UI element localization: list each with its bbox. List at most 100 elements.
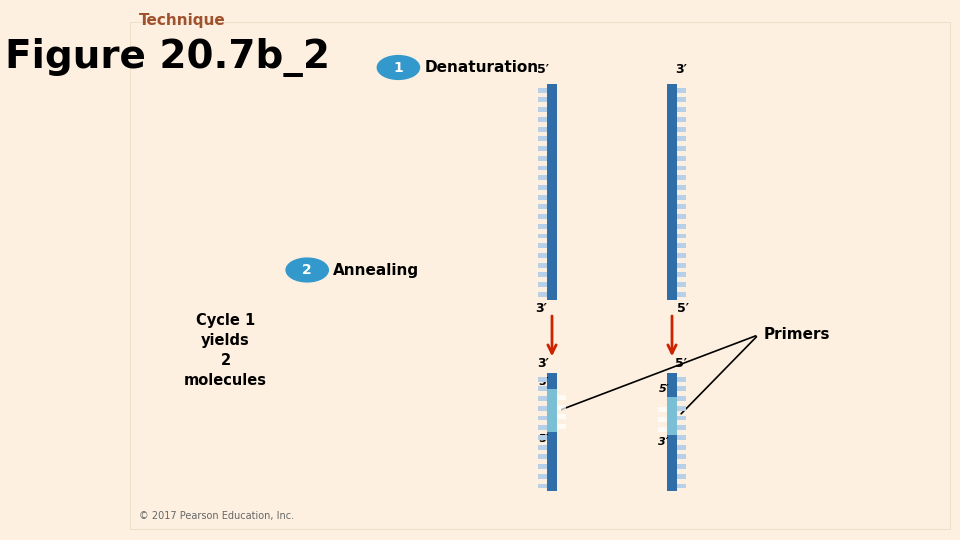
- Text: 3′: 3′: [536, 302, 547, 315]
- Text: Annealing: Annealing: [333, 262, 420, 278]
- Bar: [557, 395, 565, 400]
- Bar: [666, 397, 678, 435]
- Bar: [677, 272, 685, 278]
- Bar: [538, 126, 547, 132]
- Bar: [538, 484, 547, 489]
- Circle shape: [286, 258, 328, 282]
- Bar: [677, 126, 685, 132]
- Bar: [538, 272, 547, 278]
- Bar: [677, 406, 685, 411]
- Bar: [538, 262, 547, 268]
- Bar: [677, 377, 685, 382]
- Bar: [538, 282, 547, 287]
- Bar: [659, 427, 666, 432]
- Text: 3′: 3′: [539, 377, 549, 387]
- Text: 5′: 5′: [675, 357, 687, 370]
- Text: 5′: 5′: [538, 63, 549, 76]
- Text: Technique: Technique: [139, 14, 226, 29]
- Bar: [677, 194, 685, 200]
- Bar: [538, 435, 547, 440]
- Bar: [677, 165, 685, 171]
- Bar: [677, 107, 685, 112]
- Text: 3′: 3′: [659, 437, 669, 448]
- Bar: [538, 243, 547, 248]
- Bar: [677, 292, 685, 297]
- Bar: [538, 175, 547, 180]
- Text: Primers: Primers: [763, 327, 829, 342]
- Text: 5′: 5′: [659, 384, 669, 394]
- Bar: [659, 417, 666, 422]
- Bar: [547, 373, 558, 491]
- Bar: [677, 282, 685, 287]
- Bar: [677, 224, 685, 229]
- Text: 3′: 3′: [538, 357, 549, 370]
- Bar: [538, 224, 547, 229]
- Bar: [677, 185, 685, 190]
- Bar: [666, 373, 678, 491]
- Bar: [677, 455, 685, 460]
- Bar: [677, 426, 685, 430]
- Bar: [538, 445, 547, 450]
- Bar: [677, 464, 685, 469]
- Bar: [538, 396, 547, 401]
- Bar: [538, 406, 547, 411]
- Bar: [538, 416, 547, 421]
- Bar: [677, 146, 685, 151]
- Bar: [538, 292, 547, 297]
- Bar: [677, 136, 685, 141]
- Bar: [677, 396, 685, 401]
- Text: 3′: 3′: [675, 63, 686, 76]
- Text: 2: 2: [302, 263, 312, 277]
- FancyBboxPatch shape: [130, 22, 950, 529]
- Bar: [677, 243, 685, 248]
- Bar: [659, 408, 666, 413]
- Text: Denaturation: Denaturation: [424, 60, 539, 75]
- Bar: [538, 97, 547, 103]
- Bar: [677, 233, 685, 239]
- Bar: [547, 389, 558, 432]
- Bar: [538, 87, 547, 93]
- Bar: [677, 253, 685, 258]
- Text: Cycle 1
yields
2
molecules: Cycle 1 yields 2 molecules: [184, 313, 267, 388]
- Bar: [677, 175, 685, 180]
- Bar: [538, 204, 547, 210]
- Bar: [677, 435, 685, 440]
- Bar: [677, 474, 685, 479]
- Bar: [666, 84, 678, 300]
- Text: 5′: 5′: [677, 302, 688, 315]
- Bar: [677, 97, 685, 103]
- Bar: [538, 426, 547, 430]
- Bar: [557, 424, 565, 429]
- Bar: [677, 204, 685, 210]
- Bar: [538, 185, 547, 190]
- Bar: [677, 416, 685, 421]
- Bar: [538, 117, 547, 122]
- Bar: [677, 262, 685, 268]
- Bar: [538, 136, 547, 141]
- Bar: [557, 415, 565, 420]
- Bar: [677, 484, 685, 489]
- Text: Figure 20.7b_2: Figure 20.7b_2: [5, 38, 330, 77]
- Text: 1: 1: [394, 60, 403, 75]
- Bar: [677, 387, 685, 392]
- Bar: [677, 156, 685, 161]
- Bar: [538, 387, 547, 392]
- Bar: [538, 107, 547, 112]
- Bar: [557, 405, 565, 410]
- Bar: [538, 474, 547, 479]
- Bar: [538, 464, 547, 469]
- Bar: [677, 87, 685, 93]
- Bar: [677, 445, 685, 450]
- Bar: [538, 194, 547, 200]
- Bar: [538, 214, 547, 219]
- Bar: [538, 233, 547, 239]
- Bar: [538, 455, 547, 460]
- Bar: [677, 214, 685, 219]
- Bar: [538, 253, 547, 258]
- Bar: [677, 117, 685, 122]
- Bar: [547, 84, 558, 300]
- Text: © 2017 Pearson Education, Inc.: © 2017 Pearson Education, Inc.: [139, 511, 295, 521]
- Bar: [538, 377, 547, 382]
- Circle shape: [377, 56, 420, 79]
- Bar: [538, 146, 547, 151]
